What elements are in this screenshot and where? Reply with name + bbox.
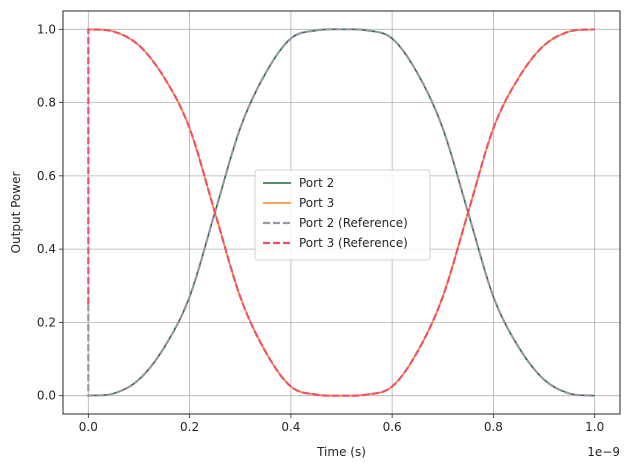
- series-line-3: [87, 28, 595, 397]
- y-tick-label: 1.0: [37, 22, 56, 36]
- legend-label: Port 2: [299, 176, 334, 190]
- x-tick-label: 1.0: [585, 420, 604, 434]
- legend-label: Port 2 (Reference): [299, 216, 408, 230]
- x-axis: 0.0 0.2 0.4 0.6 0.8 1.0: [79, 414, 604, 434]
- legend-box: [254, 169, 431, 261]
- series-line-4: [87, 28, 595, 397]
- y-tick-label: 0.6: [37, 169, 56, 183]
- y-tick-label: 0.0: [37, 389, 56, 403]
- y-tick-label: 0.2: [37, 315, 56, 329]
- y-axis: 0.0 0.2 0.4 0.6 0.8 1.0: [37, 22, 63, 403]
- legend: Port 2 Port 3 Port 2 (Reference) Port 3 (Re…: [254, 169, 431, 261]
- x-tick-label: 0.4: [281, 420, 300, 434]
- y-tick-label: 0.8: [37, 96, 56, 110]
- legend-label: Port 3 (Reference): [299, 236, 408, 250]
- x-axis-label: Time (s): [316, 445, 366, 459]
- legend-label: Port 3: [299, 196, 334, 210]
- x-offset-label: 1e−9: [587, 445, 620, 459]
- plot-frame: [62, 10, 621, 415]
- y-tick-label: 0.4: [37, 242, 56, 256]
- y-axis-label: Output Power: [9, 172, 23, 254]
- x-tick-label: 0.6: [383, 420, 402, 434]
- series-layer: [87, 28, 595, 397]
- x-tick-label: 0.8: [484, 420, 503, 434]
- x-tick-label: 0.0: [79, 420, 98, 434]
- x-tick-label: 0.2: [180, 420, 199, 434]
